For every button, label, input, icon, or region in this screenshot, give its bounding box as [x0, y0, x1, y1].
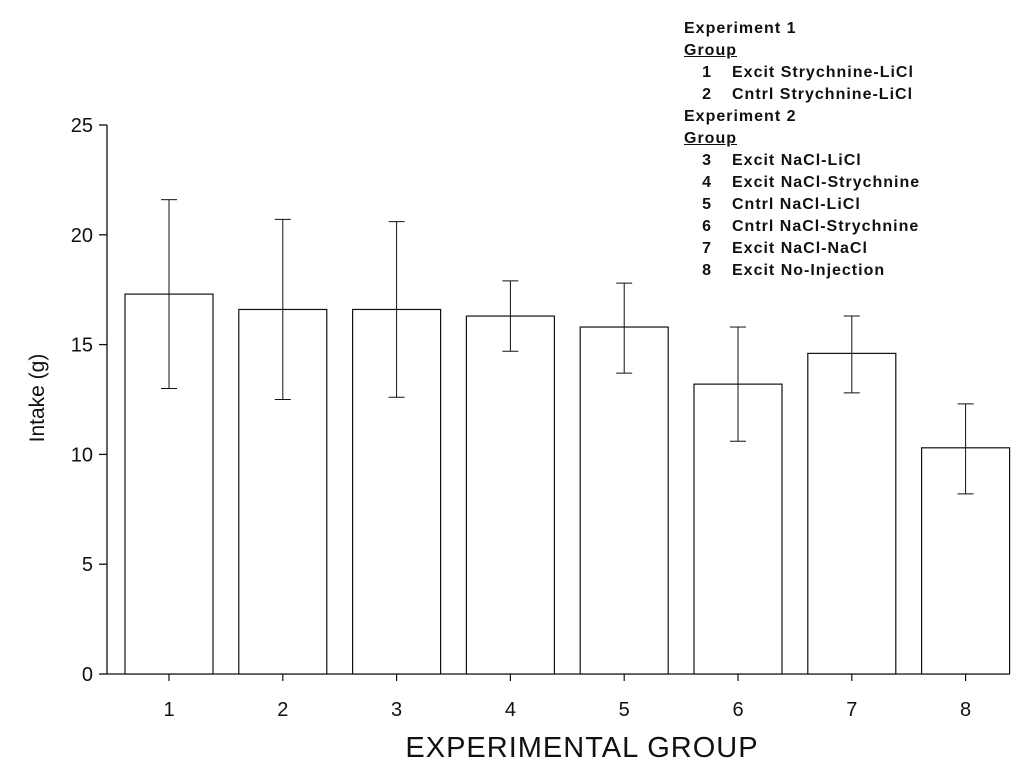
x-tick-label: 6	[732, 699, 743, 721]
y-tick-label: 25	[71, 115, 93, 137]
legend: Experiment 1 Group 1 Excit Strychnine-Li…	[684, 18, 920, 282]
legend-item: 7 Excit NaCl-NaCl	[684, 238, 920, 260]
legend-item-number: 4	[702, 174, 712, 191]
legend-item-number: 3	[702, 152, 712, 169]
legend-item-label: Excit NaCl-Strychnine	[732, 174, 921, 191]
legend-item: 5 Cntrl NaCl-LiCl	[684, 194, 920, 216]
y-ticks: 0 5 10 15 20 25	[71, 115, 107, 686]
legend-item-label: Excit No-Injection	[732, 262, 886, 279]
x-tick-label: 4	[505, 699, 516, 721]
legend-exp2-title: Experiment 2	[684, 108, 797, 125]
y-tick-label: 10	[71, 444, 93, 466]
x-tick-label: 8	[960, 699, 971, 721]
bar	[807, 352, 897, 675]
y-tick-label: 5	[82, 554, 93, 576]
legend-item-number: 2	[702, 86, 712, 103]
x-tick-label: 2	[277, 699, 288, 721]
x-tick-label: 7	[846, 699, 857, 721]
legend-item: 2 Cntrl Strychnine-LiCl	[684, 84, 920, 106]
legend-item-number: 7	[702, 240, 712, 257]
legend-item-number: 8	[702, 262, 712, 279]
x-tick-label: 1	[163, 699, 174, 721]
error-bars	[161, 199, 974, 495]
legend-exp2-group-header: Group	[684, 130, 737, 147]
x-tick-label: 3	[391, 699, 402, 721]
legend-item-label: Cntrl NaCl-Strychnine	[732, 218, 920, 235]
y-tick-label: 0	[82, 664, 93, 686]
legend-exp1-group-header: Group	[684, 42, 737, 59]
legend-item-label: Cntrl NaCl-LiCl	[732, 196, 861, 213]
legend-item-label: Excit NaCl-LiCl	[732, 152, 862, 169]
y-axis-title: Intake (g)	[26, 354, 49, 443]
y-tick-label: 15	[71, 335, 93, 357]
x-tick-label: 5	[619, 699, 630, 721]
bar	[465, 315, 555, 675]
legend-item: 3 Excit NaCl-LiCl	[684, 150, 920, 172]
legend-item-label: Excit Strychnine-LiCl	[732, 64, 914, 81]
x-ticks: 1 2 3 4 5 6 7 8	[163, 674, 971, 721]
legend-item-label: Cntrl Strychnine-LiCl	[732, 86, 914, 103]
legend-item-number: 6	[702, 218, 712, 235]
x-axis-title: EXPERIMENTAL GROUP	[405, 732, 758, 764]
legend-exp1-title: Experiment 1	[684, 20, 797, 37]
bars	[124, 293, 1011, 675]
legend-item: 6 Cntrl NaCl-Strychnine	[684, 216, 920, 238]
y-tick-label: 20	[71, 225, 93, 247]
legend-item: 8 Excit No-Injection	[684, 260, 920, 282]
legend-item-number: 1	[702, 64, 712, 81]
bar	[579, 326, 669, 675]
legend-item-label: Excit NaCl-NaCl	[732, 240, 868, 257]
legend-item: 1 Excit Strychnine-LiCl	[684, 62, 920, 84]
legend-item-number: 5	[702, 196, 712, 213]
legend-item: 4 Excit NaCl-Strychnine	[684, 172, 920, 194]
